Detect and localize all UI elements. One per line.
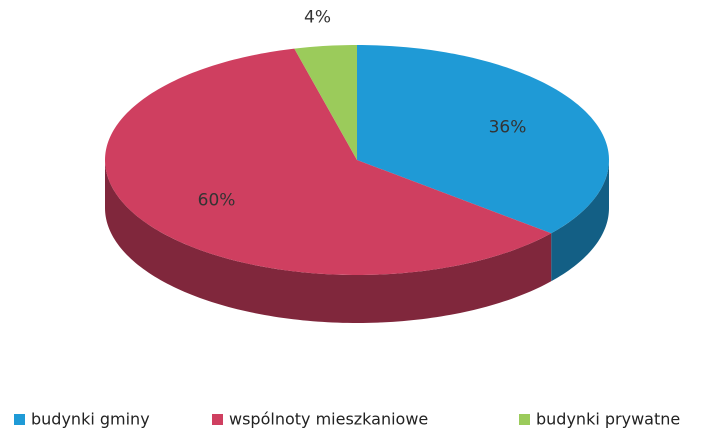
legend-swatch: [14, 414, 25, 425]
slice: [294, 45, 357, 160]
slice-side: [551, 160, 609, 282]
data-label: 36%: [489, 118, 527, 138]
data-label: 4%: [304, 7, 331, 27]
slice: [357, 45, 609, 234]
legend-label: budynki gminy: [31, 410, 150, 429]
legend-swatch: [519, 414, 530, 425]
legend-swatch: [212, 414, 223, 425]
slice: [105, 48, 552, 275]
legend-label: wspólnoty mieszkaniowe: [229, 410, 428, 429]
data-label: 60%: [198, 191, 236, 211]
legend-label: budynki prywatne: [536, 410, 680, 429]
slice-side: [105, 160, 552, 323]
